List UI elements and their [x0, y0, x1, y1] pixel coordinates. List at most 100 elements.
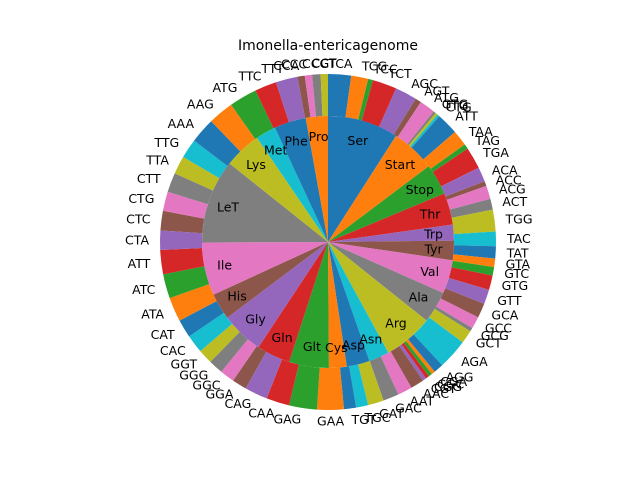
codon-label-tct: TCT — [387, 66, 412, 81]
codon-label-gca: GCA — [491, 308, 518, 323]
codon-wedge-cgg — [401, 342, 429, 379]
codon-wedge-aaa — [194, 121, 241, 166]
codon-wedge-gag — [288, 364, 320, 410]
codon-label-tac: TAC — [506, 231, 531, 246]
codon-label-ttc: TTC — [237, 68, 261, 83]
codon-wedge-aga — [413, 317, 463, 366]
codon-wedge-act — [449, 198, 493, 218]
codon-wedge-tac — [453, 231, 496, 247]
codon-label-att: ATT — [128, 256, 151, 271]
codon-wedge-tta — [174, 156, 220, 191]
codon-label-cgg: CGG — [434, 379, 462, 394]
amino-acid-wedge-val — [328, 242, 453, 294]
amino-acid-wedge-ser — [328, 116, 396, 242]
codon-label-gcc: GCC — [485, 321, 512, 336]
codon-label-cgc: CGC — [437, 376, 464, 391]
codon-label-tcg: TCG — [361, 59, 387, 74]
codon-label-atg: ATG — [212, 80, 237, 95]
codon-label-caa: CAA — [248, 405, 275, 420]
codon-wedge-gta — [452, 254, 496, 268]
codon-wedge-tca — [328, 74, 352, 118]
amino-acid-wedge-ala — [328, 242, 444, 321]
codon-label-atc: ATC — [132, 282, 155, 297]
outer-ring — [160, 74, 496, 410]
codon-wedge-gcg — [434, 306, 473, 332]
codon-wedge-ctg — [162, 191, 208, 219]
codon-label-gtt: GTT — [497, 293, 522, 308]
codon-wedge-gtg — [448, 267, 493, 290]
codon-label-atg: ATG — [434, 90, 459, 105]
codon-label-gct: GCT — [476, 336, 502, 351]
codon-label-aag: AAG — [187, 97, 214, 112]
codon-label-att: ATT — [455, 109, 478, 124]
codon-label-ctt: CTT — [137, 171, 161, 186]
codon-label-ttg: TTG — [153, 135, 179, 150]
codon-label-acg: ACG — [499, 182, 526, 197]
amino-acid-wedge-glt — [289, 242, 329, 368]
amino-acid-wedge-tyr — [328, 240, 454, 261]
codon-wedge-aag — [211, 104, 256, 152]
codon-label-gtg: GTG — [442, 96, 469, 111]
codon-label-tgc: TGC — [363, 410, 390, 425]
codon-wedge-tat — [453, 245, 496, 259]
codon-wedge-gca — [440, 288, 485, 318]
amino-acid-label-thr: Thr — [419, 207, 442, 222]
amino-acid-wedge-cys — [328, 242, 347, 368]
codon-wedge-aca — [441, 167, 485, 197]
codon-wedge-agc — [379, 88, 416, 135]
amino-acid-wedge-start — [328, 135, 429, 242]
codon-label-ctg: CTG — [446, 100, 472, 115]
codon-wedge-tgt — [339, 366, 357, 410]
codon-label-aac: AAC — [423, 386, 449, 401]
amino-acid-label-glt: Glt — [303, 339, 321, 354]
codon-label-tat: TAT — [506, 246, 529, 261]
amino-acid-label-ser: Ser — [347, 133, 369, 148]
codon-wedge-ttg — [408, 113, 438, 147]
amino-acid-wedge-ile — [202, 242, 328, 295]
codon-wedge-tct — [361, 80, 397, 127]
codon-wedge-att — [411, 116, 455, 160]
amino-acid-wedge-pro — [305, 116, 328, 242]
codon-label-ggg: GGG — [179, 368, 208, 383]
amino-acid-label-gly: Gly — [245, 312, 266, 327]
codon-wedge-cgt — [399, 344, 426, 381]
codon-wedge-cat — [179, 300, 224, 337]
amino-acid-wedge-asp — [328, 242, 370, 367]
amino-acid-label-ala: Ala — [409, 289, 429, 304]
amino-acid-wedge-gly — [227, 242, 328, 348]
amino-acid-wedge-phe — [274, 117, 328, 242]
codon-label-tga: TGA — [482, 145, 509, 160]
codon-wedge-tgc — [349, 364, 369, 408]
codon-label-cca: CCA — [273, 58, 299, 73]
codon-label-gag: GAG — [273, 412, 301, 427]
chart-title: Imonella-entericagenome — [238, 38, 418, 54]
codon-label-act: ACT — [502, 194, 527, 209]
codon-label-ctc: CTC — [126, 212, 151, 227]
codon-wedge-aat — [380, 351, 412, 395]
codon-wedge-gct — [429, 308, 471, 343]
codon-wedge-tcc — [358, 78, 373, 121]
codon-label-gta: GTA — [506, 257, 531, 272]
amino-acid-label-tyr: Tyr — [423, 242, 443, 257]
amino-acid-wedge-trp — [328, 224, 454, 242]
codon-wedge-gac — [369, 356, 399, 401]
codon-wedge-cag — [245, 351, 283, 399]
codon-label-aaa: AAA — [168, 116, 195, 131]
codon-wedge-tag — [430, 144, 468, 172]
codon-label-ttt: TTT — [260, 61, 284, 76]
codon-wedge-gaa — [316, 367, 344, 410]
codon-wedge-atc — [163, 266, 210, 299]
codon-label-tgg: TGG — [505, 212, 533, 227]
codon-label-gga: GGA — [205, 387, 233, 402]
codon-wedge-agt — [393, 98, 421, 138]
amino-acid-label-val: Val — [420, 264, 439, 279]
codon-label-cta: CTA — [125, 233, 149, 248]
codon-wedge-ttg — [183, 140, 228, 179]
codon-wedge-cta — [160, 230, 203, 250]
codon-label-cat: CAT — [151, 327, 175, 342]
amino-acid-label-phe: Phe — [285, 134, 308, 149]
codon-label-tag: TAG — [474, 133, 500, 148]
outer-labels: TCA TCGTCCTCTAGCAGTATGGTGTTGCTGATTTAATAGT… — [125, 56, 532, 429]
amino-acid-label-ile: Ile — [217, 257, 232, 272]
